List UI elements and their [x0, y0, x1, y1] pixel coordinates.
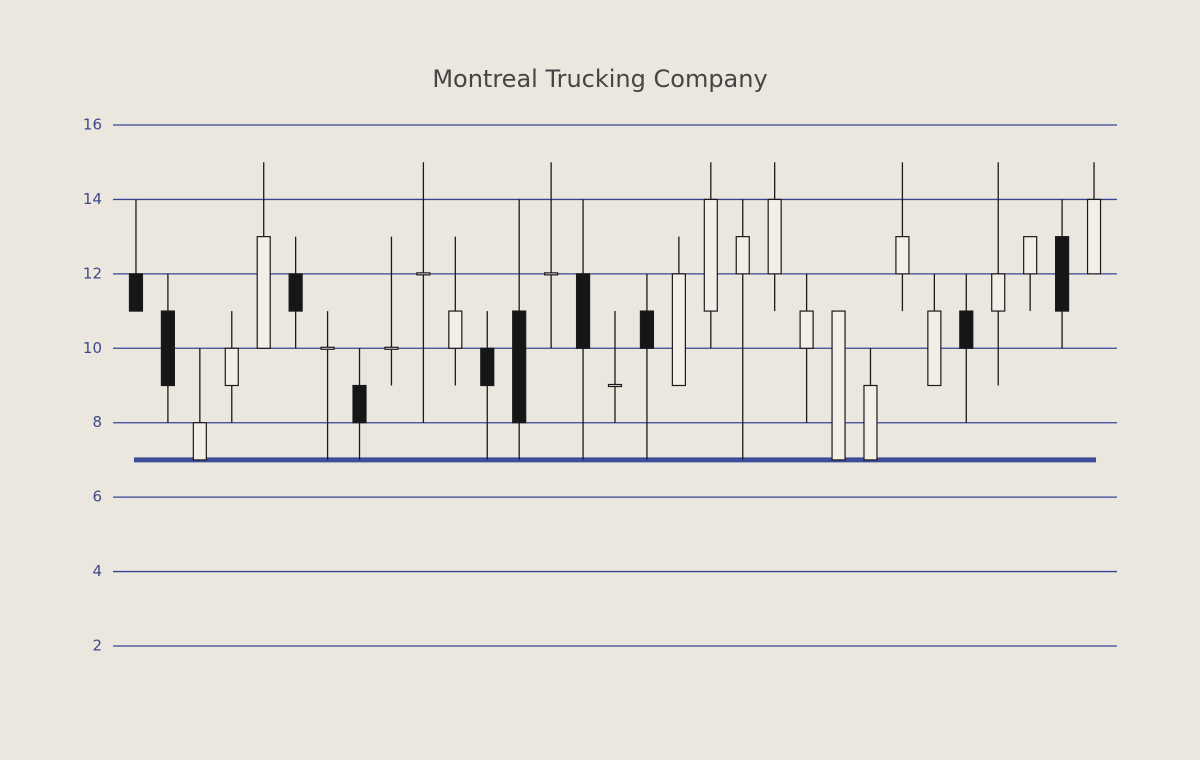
candle-body [735, 236, 750, 275]
candle-body [799, 310, 814, 349]
y-tick-label: 2 [92, 637, 102, 655]
candle-body [831, 310, 846, 461]
candle-body [703, 198, 718, 312]
candle-body [256, 236, 271, 349]
candle-body [927, 310, 942, 387]
y-tick-label: 8 [92, 413, 102, 431]
candle-body [544, 272, 559, 276]
candle-body [288, 273, 303, 312]
candle-body [128, 273, 144, 312]
y-tick-label: 12 [83, 264, 102, 282]
candle-body [1054, 236, 1070, 312]
candle-body [480, 347, 495, 387]
candle-body [320, 346, 335, 350]
y-tick-label: 10 [83, 339, 102, 357]
candle-body [607, 383, 623, 388]
candle-body [575, 273, 591, 349]
candle-body [512, 310, 527, 424]
y-tick-label: 14 [83, 190, 102, 208]
candle-body [1023, 236, 1038, 275]
candle-body [352, 384, 367, 424]
y-tick-label: 16 [83, 116, 102, 134]
candle-body [895, 236, 910, 275]
candle-body [639, 310, 655, 349]
chart-title: Montreal Trucking Company [432, 65, 767, 93]
candle-body [224, 347, 239, 387]
candle-body [671, 273, 686, 387]
candle-body [416, 272, 431, 276]
candle-body [160, 310, 176, 387]
candle-body [384, 346, 399, 350]
candle-body [1086, 198, 1102, 275]
candle-body [959, 310, 974, 349]
candle-body [192, 422, 207, 461]
candle-body [448, 310, 463, 349]
y-tick-label: 6 [92, 488, 102, 506]
y-tick-label: 4 [92, 562, 102, 580]
candle-body [863, 384, 878, 461]
candle-body [991, 273, 1006, 312]
candle-body [767, 198, 782, 275]
